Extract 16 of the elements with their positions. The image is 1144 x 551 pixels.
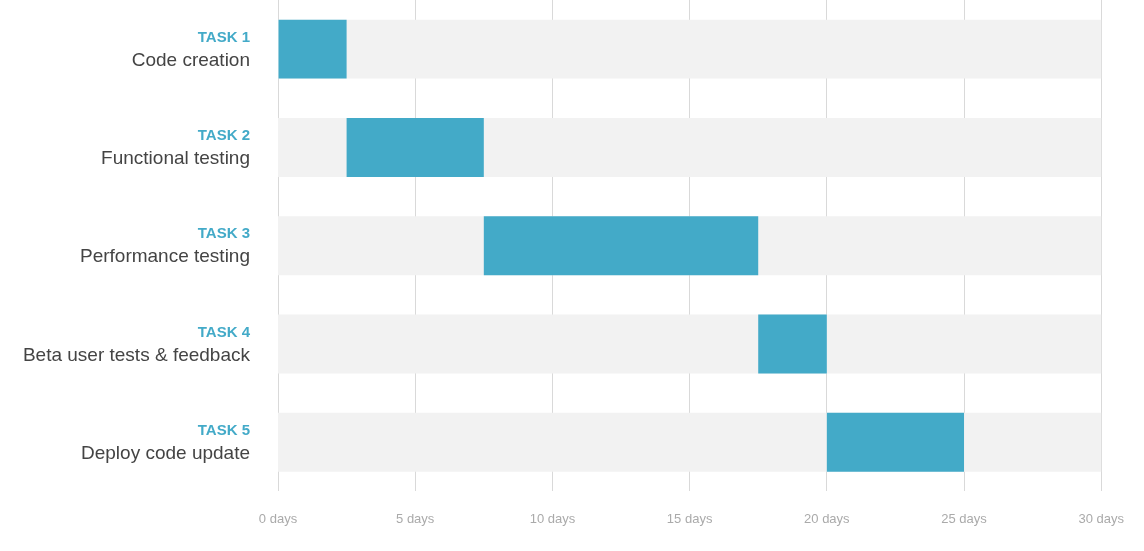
y-tick-label: TASK 3 Performance testing xyxy=(79,224,250,267)
y-tick-label: TASK 5 Deploy code update xyxy=(80,420,250,463)
x-tick-label: 15 days xyxy=(666,510,713,526)
bar xyxy=(826,412,965,472)
bar xyxy=(278,19,347,79)
x-tick-label: 20 days xyxy=(804,510,851,526)
x-tick-label: 5 days xyxy=(396,510,435,526)
x-tick-label: 30 days xyxy=(1078,510,1125,526)
y-tick-label: TASK 1 Code creation xyxy=(131,27,250,70)
x-tick-label: 25 days xyxy=(941,510,988,526)
y-tick-label: TASK 4 Beta user tests & feedback xyxy=(22,322,251,365)
y-tick-label: TASK 2 Functional testing xyxy=(101,126,250,169)
x-tick-label: 0 days xyxy=(258,510,298,526)
x-tick-label: 10 days xyxy=(529,510,576,526)
bar xyxy=(758,314,827,374)
bar xyxy=(346,117,484,177)
